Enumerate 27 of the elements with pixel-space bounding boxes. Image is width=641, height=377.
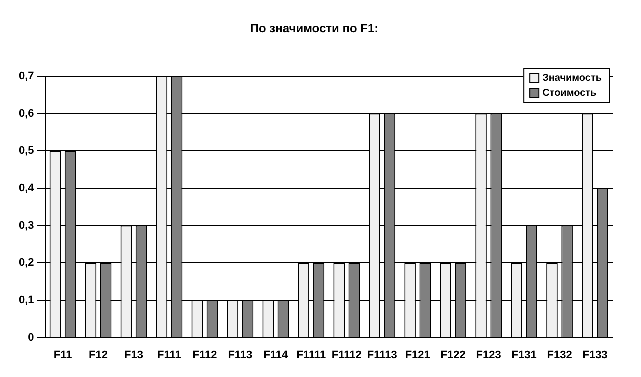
y-tick-label: 0,4 <box>18 182 36 194</box>
x-tick-label: F123 <box>476 349 502 362</box>
x-tick-label: F12 <box>89 349 108 362</box>
x-tick-label: F11 <box>54 349 72 362</box>
x-tick-label: F113 <box>228 349 253 362</box>
x-tick-label: F132 <box>547 349 572 362</box>
x-tick-label: F133 <box>582 349 608 362</box>
x-tick-label: F1112 <box>332 349 362 362</box>
legend-label: Стоимость <box>542 88 597 100</box>
legend-label: Значимость <box>542 73 602 84</box>
y-tick-label: 0,7 <box>18 70 34 82</box>
x-tick-label: F114 <box>264 349 290 362</box>
y-tick-label: 0,2 <box>18 257 34 270</box>
y-tick-label: 0 <box>28 332 34 344</box>
y-tick-label: 0,6 <box>18 108 34 120</box>
x-tick-label: F122 <box>440 349 466 362</box>
chart-title: По значимости по F1: <box>250 22 379 36</box>
x-tick-label: F112 <box>192 349 218 362</box>
x-tick-label: F1113 <box>367 349 398 362</box>
y-tick-label: 0,3 <box>18 220 34 232</box>
x-tick-label: F131 <box>512 349 537 362</box>
y-tick-label: 0,1 <box>18 294 34 306</box>
y-tick-label: 0,5 <box>18 145 34 158</box>
x-tick-label: F1111 <box>296 349 326 362</box>
x-tick-label: F121 <box>405 349 430 362</box>
x-tick-label: F13 <box>124 349 144 362</box>
x-tick-label: F111 <box>158 349 182 362</box>
